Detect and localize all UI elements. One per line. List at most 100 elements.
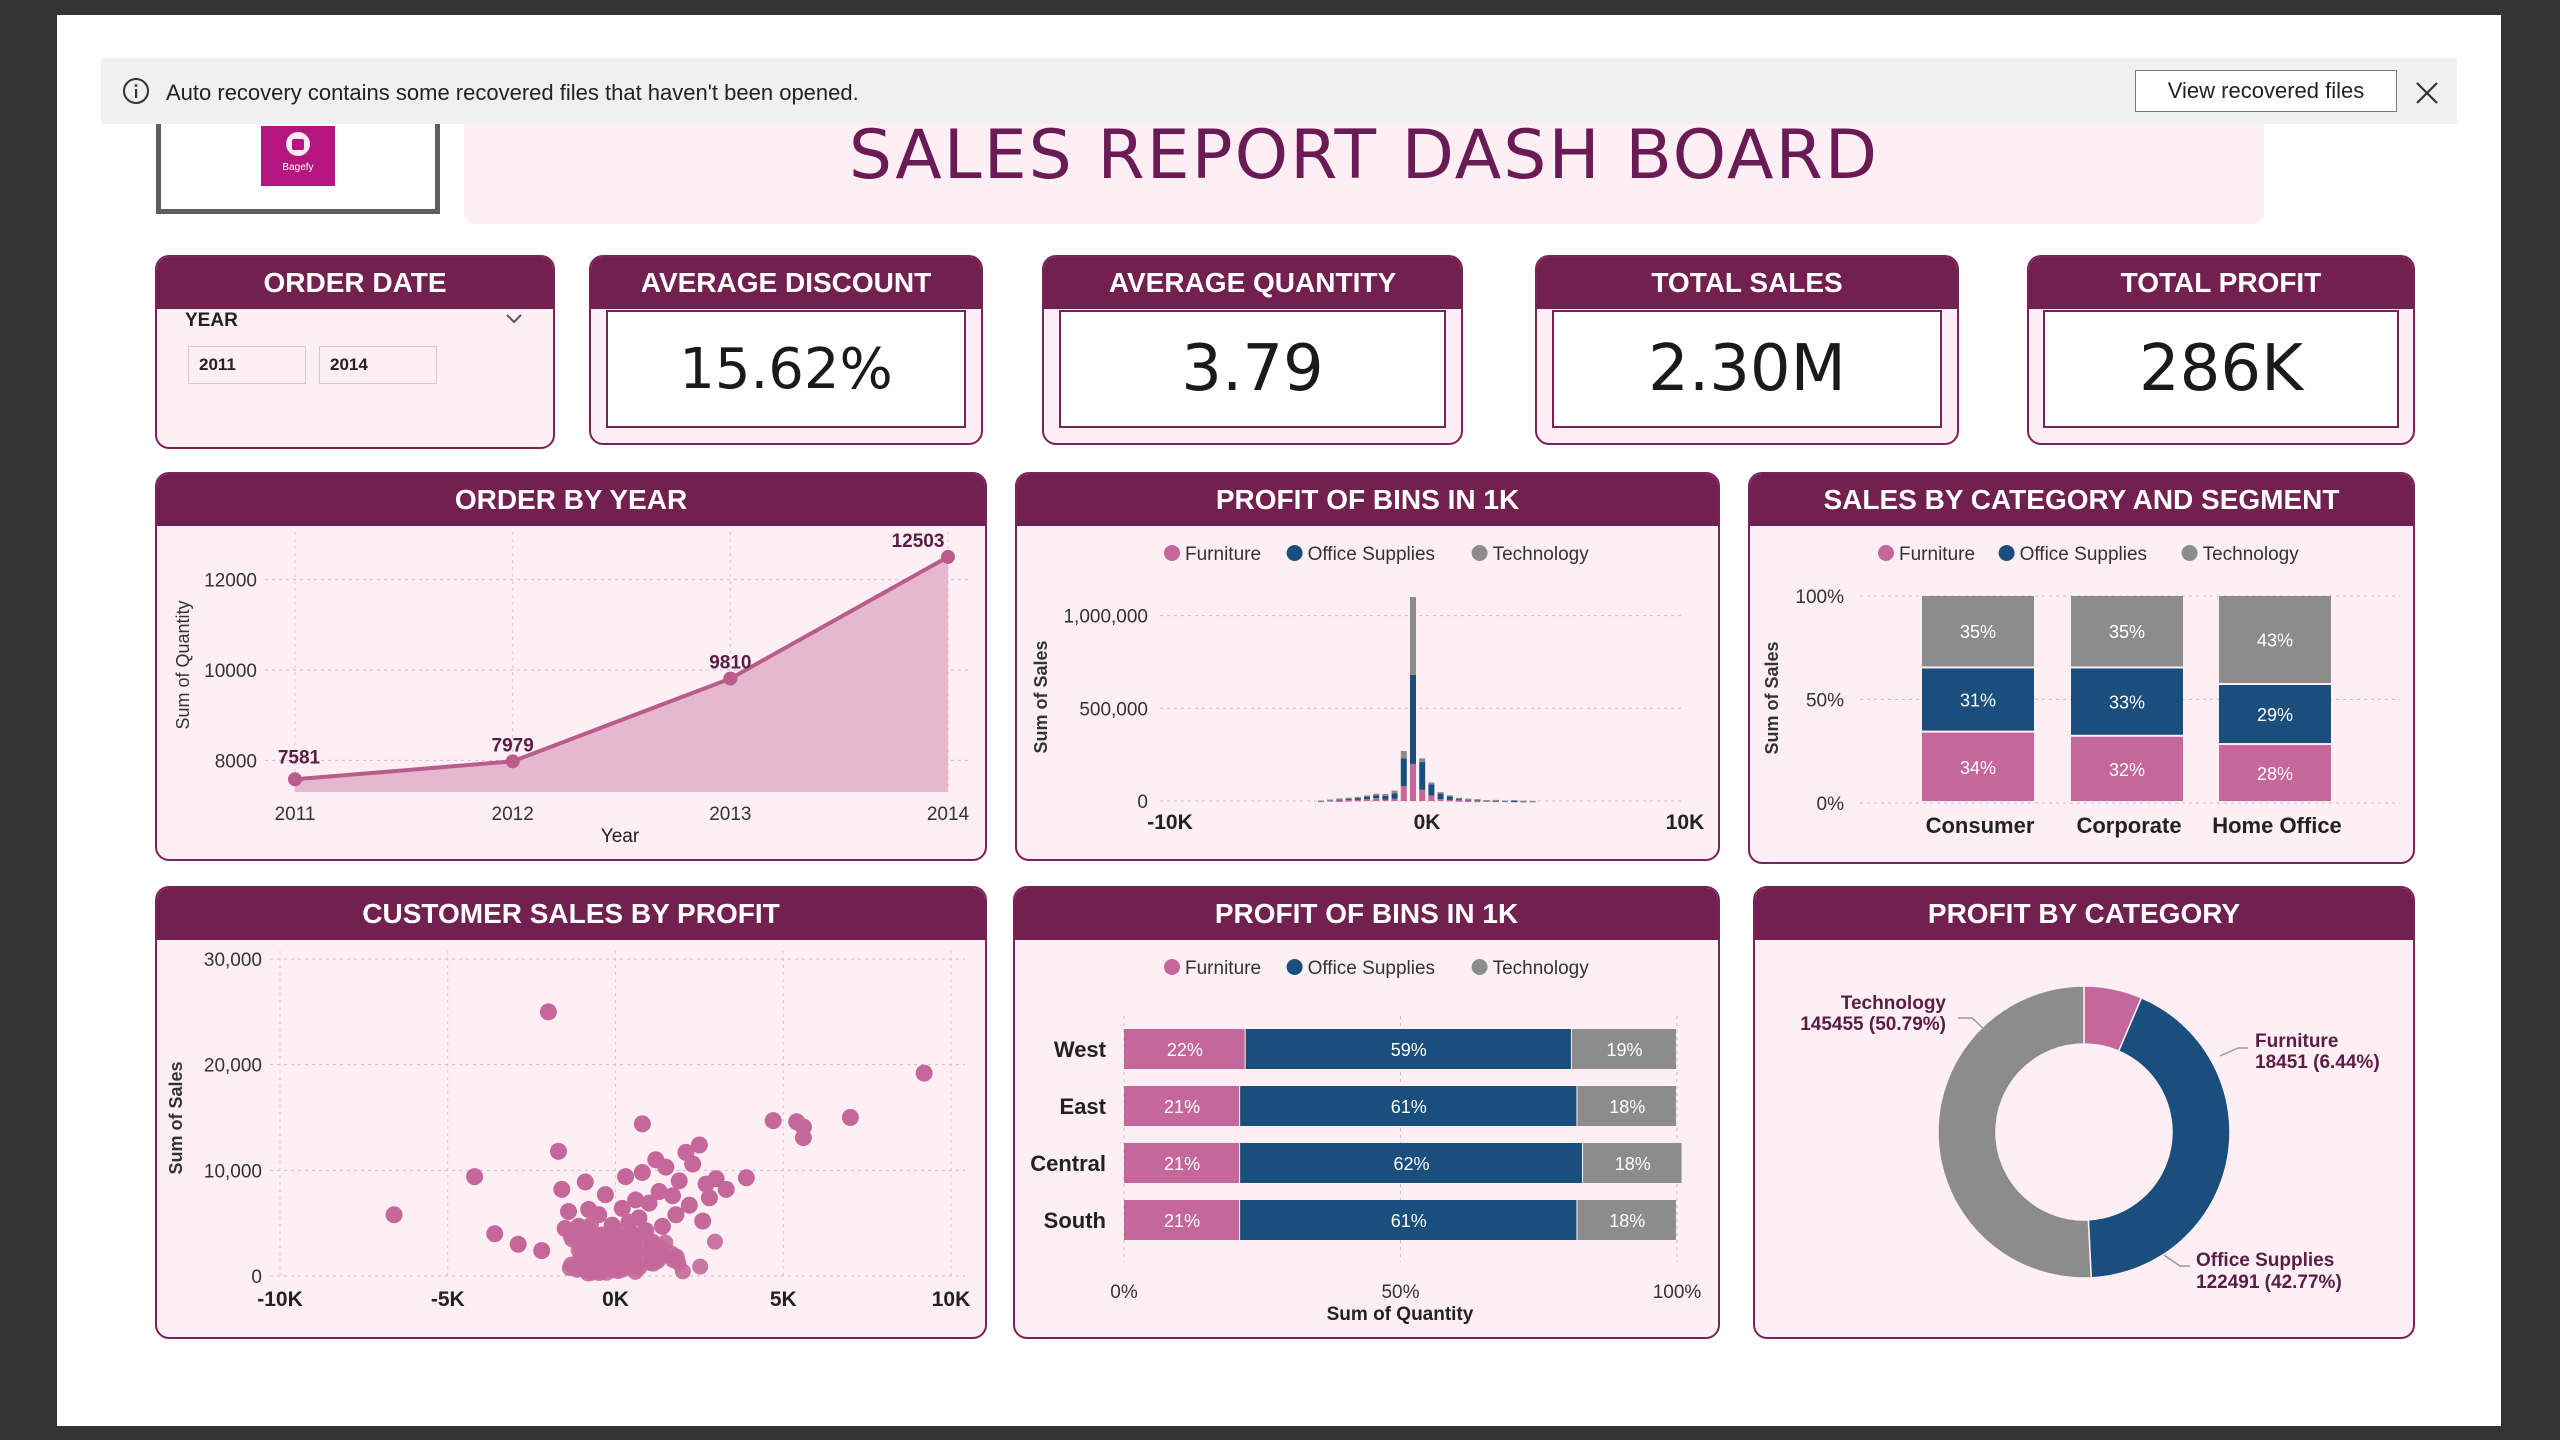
histogram-bar <box>1428 782 1435 785</box>
histogram-bar <box>1382 799 1389 802</box>
x-tick-label: 10K <box>1666 811 1705 834</box>
y-axis-title: Sum of Sales <box>1031 640 1051 753</box>
scatter-point <box>650 1182 668 1200</box>
close-icon[interactable] <box>2413 79 2441 107</box>
stacked-bar-segment <box>2071 668 2183 735</box>
leader-line <box>1958 1017 1986 1031</box>
scatter-point <box>533 1242 551 1260</box>
bar-data-label: 32% <box>2109 760 2145 780</box>
histogram-bar <box>1465 800 1472 802</box>
info-icon <box>123 78 149 104</box>
histogram-bar <box>1373 795 1380 799</box>
histogram-bar <box>1474 799 1481 801</box>
histogram-bar <box>1419 762 1426 790</box>
view-recovered-files-button[interactable]: View recovered files <box>2135 70 2397 112</box>
scatter-point <box>653 1217 671 1235</box>
title-banner <box>464 116 2264 224</box>
histogram-bar <box>1502 800 1508 802</box>
legend-label: Office Supplies <box>2020 544 2147 565</box>
bar-data-label: 35% <box>1960 622 1996 642</box>
scatter-point <box>764 1112 782 1130</box>
stacked-bar-segment <box>1245 1029 1571 1069</box>
histogram-bar <box>1428 784 1435 796</box>
page-title: SALES REPORT DASH BOARD <box>848 116 1880 195</box>
stacked-bar-segment <box>1922 596 2034 667</box>
stacked-bar-segment <box>1124 1200 1240 1240</box>
histogram-bar <box>1428 795 1435 801</box>
histogram-bar <box>1364 799 1370 801</box>
scatter-point <box>794 1129 812 1147</box>
slice-name-label: Office Supplies <box>2196 1250 2334 1271</box>
histogram-bar <box>1391 798 1398 801</box>
legend-label: Technology <box>2203 544 2300 565</box>
bar-data-label: 59% <box>1391 1040 1427 1060</box>
scatter-point <box>680 1196 698 1214</box>
chevron-down-icon[interactable] <box>504 312 524 326</box>
histogram-bar <box>1410 674 1416 764</box>
profit-bins-header: PROFIT OF BINS IN 1K <box>1017 474 1718 526</box>
histogram-bar <box>1336 800 1343 802</box>
year-to-input[interactable]: 2014 <box>319 346 437 384</box>
histogram-bar <box>1391 790 1398 794</box>
scatter-point <box>553 1180 571 1198</box>
scatter-point <box>690 1136 708 1154</box>
y-tick-label: 500,000 <box>1079 699 1148 720</box>
data-point <box>505 754 520 769</box>
legend-label: Office Supplies <box>1308 958 1435 979</box>
bar-data-label: 62% <box>1394 1154 1430 1174</box>
bar-data-label: 33% <box>2109 693 2145 713</box>
donut-slice <box>2087 996 2231 1279</box>
y-tick-label: 0 <box>1137 792 1148 813</box>
histogram-bar <box>1419 758 1426 763</box>
scatter-point <box>667 1206 685 1224</box>
slice-name-label: Technology <box>1841 993 1947 1014</box>
bar-data-label: 18% <box>1609 1211 1645 1231</box>
category-label: Central <box>1030 1151 1106 1176</box>
customer-sales-header: CUSTOMER SALES BY PROFIT <box>157 888 985 940</box>
histogram-bar <box>1391 793 1398 799</box>
total-sales-value: 2.30M <box>1552 310 1942 428</box>
stacked-bar-segment <box>2071 596 2183 667</box>
order-date-header: ORDER DATE <box>157 257 553 309</box>
slice-value-label: 122491 (42.77%) <box>2196 1272 2342 1293</box>
scatter-point <box>643 1233 661 1251</box>
stacked-bar-segment <box>1240 1143 1582 1183</box>
stacked-bar-segment <box>1577 1086 1676 1126</box>
bar-data-label: 61% <box>1391 1211 1427 1231</box>
histogram-bar <box>1400 750 1407 759</box>
y-axis-title: Sum of Sales <box>1762 641 1782 754</box>
avg-discount-value: 15.62% <box>606 310 966 428</box>
scatter-point <box>385 1206 403 1224</box>
scatter-point <box>706 1233 723 1250</box>
bar-data-label: 31% <box>1960 691 1996 711</box>
histogram-bar <box>1529 800 1536 803</box>
avg-quantity-value: 3.79 <box>1059 310 1446 428</box>
year-from-input[interactable]: 2011 <box>188 346 306 384</box>
scatter-point <box>613 1199 631 1217</box>
category-label: Corporate <box>2076 813 2181 838</box>
region-quantity-header: PROFIT OF BINS IN 1K <box>1015 888 1718 940</box>
histogram-bar <box>1364 795 1370 797</box>
legend-label: Technology <box>1493 958 1590 979</box>
histogram-bar <box>1410 763 1416 801</box>
data-point <box>723 671 738 686</box>
histogram-bar <box>1382 793 1389 796</box>
x-tick-label: -10K <box>1147 811 1193 834</box>
legend-marker <box>1998 545 2015 561</box>
scatter-point <box>623 1225 641 1243</box>
legend-marker <box>2181 545 2198 561</box>
avg-discount-header: AVERAGE DISCOUNT <box>591 257 981 309</box>
x-tick-label: 2014 <box>927 804 970 825</box>
slice-name-label: Furniture <box>2255 1031 2338 1052</box>
x-tick-label: 2013 <box>709 804 751 825</box>
scatter-point <box>560 1203 578 1221</box>
histogram-bar <box>1511 800 1518 802</box>
category-label: West <box>1054 1037 1107 1062</box>
category-label: South <box>1044 1208 1106 1233</box>
notification-message: Auto recovery contains some recovered fi… <box>166 80 859 105</box>
scatter-point <box>596 1186 614 1204</box>
bar-data-label: 29% <box>2257 705 2293 725</box>
histogram-bar <box>1437 799 1444 801</box>
bar-data-label: 21% <box>1164 1211 1200 1231</box>
